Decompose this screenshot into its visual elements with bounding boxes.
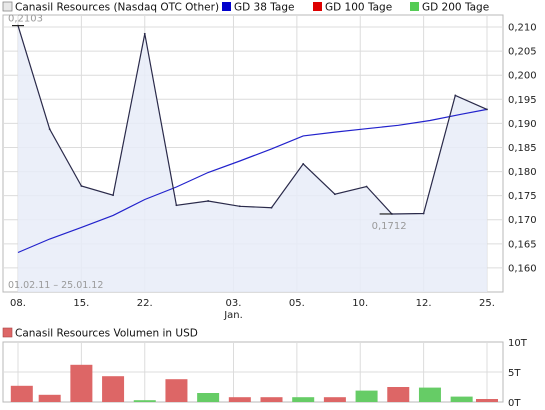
x-tick-label: 05. xyxy=(289,298,305,309)
volume-y-ticks: 10T 5T 0T xyxy=(508,338,528,409)
high-label: 0,2103 xyxy=(8,14,43,25)
volume-y-tick-label: 5T xyxy=(508,368,521,379)
price-point xyxy=(486,108,488,111)
volume-title: Canasil Resources Volumen in USD xyxy=(15,328,198,340)
legend-label-gd100: GD 100 Tage xyxy=(325,2,392,14)
volume-bar xyxy=(102,376,125,402)
legend-label-gd200: GD 200 Tage xyxy=(422,2,489,14)
x-tick-label: 03. xyxy=(226,298,242,309)
legend-swatch-gd100 xyxy=(313,2,322,11)
volume-bar xyxy=(165,379,188,402)
legend-label-gd38: GD 38 Tage xyxy=(234,2,295,14)
volume-bar xyxy=(133,400,156,402)
price-point xyxy=(422,212,425,215)
main-y-tick-label: 0,175 xyxy=(508,191,537,202)
main-y-tick-label: 0,180 xyxy=(508,167,537,178)
main-y-tick-label: 0,170 xyxy=(508,215,537,226)
x-tick-label: 12. xyxy=(416,298,432,309)
legend-label-price: Canasil Resources (Nasdaq OTC Other) xyxy=(15,2,219,14)
price-point xyxy=(207,200,210,202)
volume-y-tick-label: 0T xyxy=(508,398,521,409)
main-annotations: 0,2103 0,1712 xyxy=(8,14,407,232)
main-plot: 0,210 0,205 0,200 0,195 0,190 0,185 0,180 0,175… xyxy=(2,14,537,293)
main-y-tick-label: 0,165 xyxy=(508,239,537,250)
x-ticks: 08. 15. 22. 03. 05. 10. 12. 25. Jan. xyxy=(10,298,495,321)
price-point xyxy=(112,194,114,197)
volume-bar xyxy=(476,399,498,402)
volume-bar xyxy=(292,397,315,402)
x-tick-label: 10. xyxy=(352,298,368,309)
main-y-tick-label: 0,160 xyxy=(508,263,537,274)
x-sublabel: Jan. xyxy=(223,310,243,321)
volume-bar xyxy=(418,387,441,402)
price-line xyxy=(17,25,488,215)
price-point xyxy=(143,32,146,35)
price-point xyxy=(333,193,336,196)
main-y-ticks: 0,210 0,205 0,200 0,195 0,190 0,185 0,180 0,175… xyxy=(508,23,537,275)
price-point xyxy=(80,185,83,187)
legend-swatch-gd200 xyxy=(410,2,419,11)
x-tick-label: 25. xyxy=(479,298,495,309)
price-point xyxy=(302,162,305,165)
main-y-tick-label: 0,205 xyxy=(508,47,537,58)
price-point xyxy=(238,205,241,208)
volume-title-swatch xyxy=(2,327,13,338)
price-point xyxy=(365,185,368,188)
volume-bar xyxy=(197,393,220,402)
volume-bar xyxy=(450,396,473,402)
main-y-tick-label: 0,195 xyxy=(508,95,537,106)
gd38-line xyxy=(17,108,488,254)
price-point xyxy=(454,94,457,97)
main-y-tick-label: 0,200 xyxy=(508,71,537,82)
legend-swatch-price xyxy=(2,1,13,12)
main-y-tick-label: 0,210 xyxy=(508,23,537,34)
volume-bar xyxy=(260,397,283,402)
x-tick-label: 08. xyxy=(10,298,26,309)
price-point xyxy=(270,206,273,209)
volume-bar xyxy=(70,364,93,402)
volume-panel: Canasil Resources Volumen in USD 10T 5T 0T xyxy=(2,327,528,409)
date-range-label: 01.02.11 – 25.01.12 xyxy=(8,280,103,291)
volume-bar xyxy=(10,385,33,402)
volume-bar xyxy=(228,397,251,402)
low-label: 0,1712 xyxy=(372,221,407,232)
volume-bars xyxy=(10,364,498,402)
price-area xyxy=(18,25,487,292)
volume-y-tick-label: 10T xyxy=(508,338,528,349)
volume-bar xyxy=(355,390,378,402)
legend-swatch-gd38 xyxy=(222,2,231,11)
volume-bar xyxy=(323,397,346,402)
main-y-tick-label: 0,185 xyxy=(508,143,537,154)
x-tick-label: 15. xyxy=(73,298,89,309)
legend: Canasil Resources (Nasdaq OTC Other) GD … xyxy=(2,1,489,14)
main-y-tick-label: 0,190 xyxy=(508,119,537,130)
volume-bar xyxy=(387,387,410,402)
volume-bar xyxy=(38,394,61,402)
x-tick-label: 22. xyxy=(137,298,153,309)
price-point xyxy=(175,204,178,207)
price-point xyxy=(48,128,51,131)
